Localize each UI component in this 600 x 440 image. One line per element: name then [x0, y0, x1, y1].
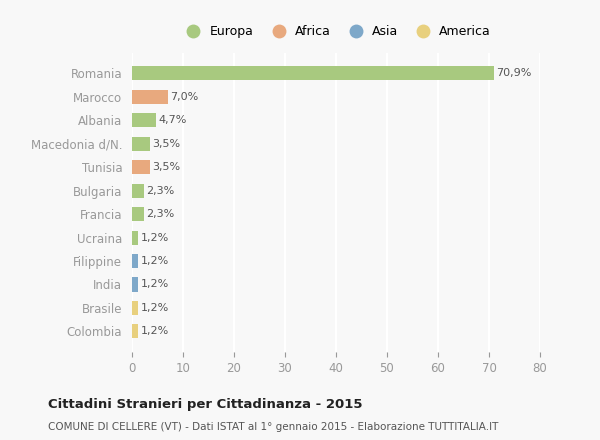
Text: 7,0%: 7,0% — [170, 92, 199, 102]
Text: 70,9%: 70,9% — [496, 69, 532, 78]
Text: 4,7%: 4,7% — [158, 115, 187, 125]
Bar — [132, 137, 150, 151]
Text: 2,3%: 2,3% — [146, 209, 175, 219]
Text: Cittadini Stranieri per Cittadinanza - 2015: Cittadini Stranieri per Cittadinanza - 2… — [48, 398, 362, 411]
Bar — [132, 301, 138, 315]
Text: COMUNE DI CELLERE (VT) - Dati ISTAT al 1° gennaio 2015 - Elaborazione TUTTITALIA: COMUNE DI CELLERE (VT) - Dati ISTAT al 1… — [48, 422, 499, 432]
Bar — [132, 207, 144, 221]
Bar — [132, 66, 494, 81]
Bar — [132, 231, 138, 245]
Text: 2,3%: 2,3% — [146, 186, 175, 196]
Bar — [132, 254, 138, 268]
Text: 1,2%: 1,2% — [140, 233, 169, 242]
Bar — [132, 324, 138, 338]
Text: 1,2%: 1,2% — [140, 279, 169, 290]
Text: 1,2%: 1,2% — [140, 326, 169, 336]
Text: 1,2%: 1,2% — [140, 256, 169, 266]
Text: 3,5%: 3,5% — [152, 162, 181, 172]
Bar — [132, 90, 168, 104]
Text: 1,2%: 1,2% — [140, 303, 169, 313]
Bar — [132, 113, 156, 127]
Bar — [132, 278, 138, 292]
Legend: Europa, Africa, Asia, America: Europa, Africa, Asia, America — [176, 20, 496, 43]
Bar — [132, 160, 150, 174]
Text: 3,5%: 3,5% — [152, 139, 181, 149]
Bar — [132, 183, 144, 198]
